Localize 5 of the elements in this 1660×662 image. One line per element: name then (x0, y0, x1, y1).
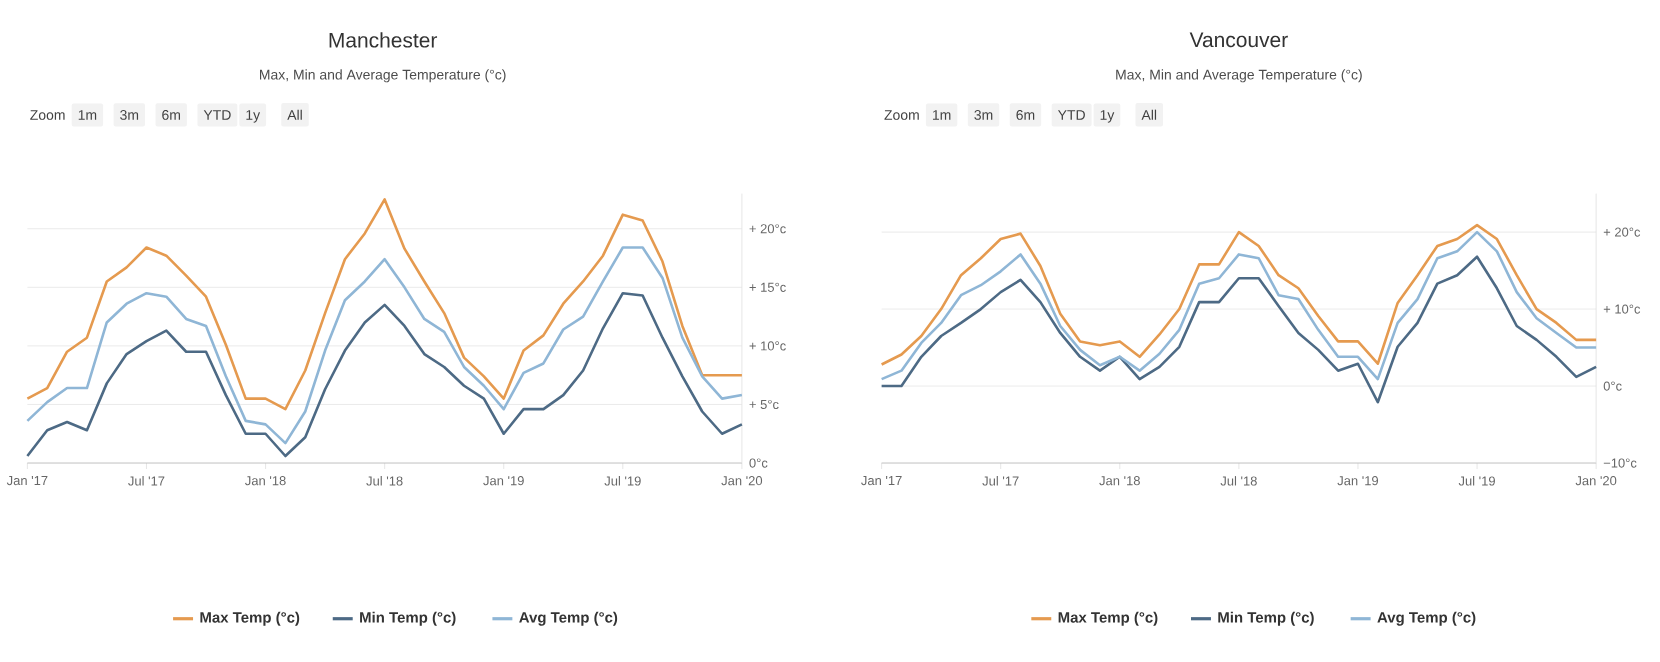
line-series (26, 245, 744, 445)
chart-title: Vancouver (1189, 32, 1288, 47)
line-series (26, 291, 744, 457)
line-series (880, 255, 1598, 404)
chart-title: Manchester (329, 31, 438, 48)
